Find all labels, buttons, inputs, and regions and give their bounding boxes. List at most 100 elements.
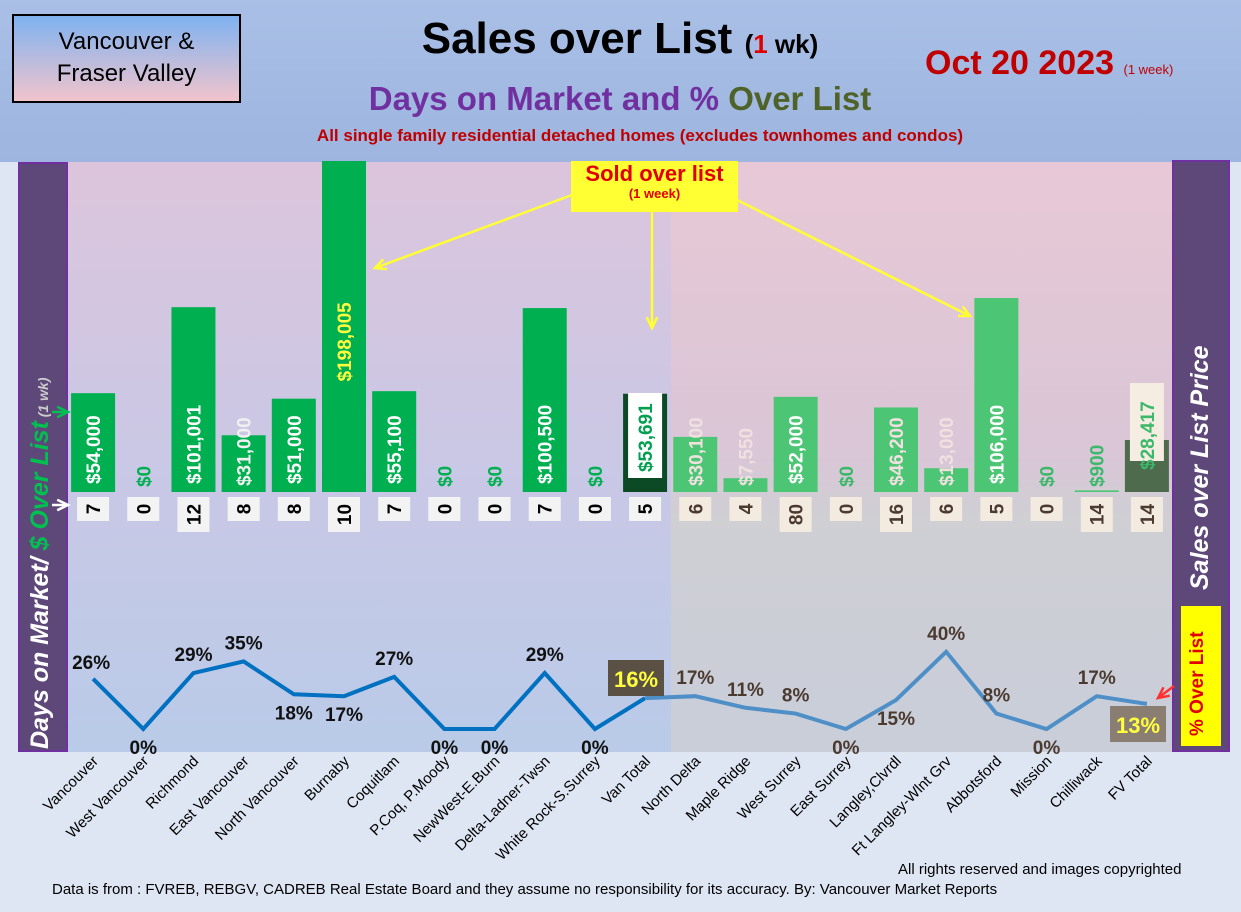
bar-value-label: $46,200 (887, 417, 908, 486)
bar-18 (974, 298, 1019, 492)
category-label: FV Total (1105, 753, 1156, 804)
money-axis-arrow-head (56, 405, 71, 419)
days-on-market-label: 4 (736, 503, 757, 514)
bar-12 (673, 436, 718, 492)
pct-label: 15% (877, 709, 915, 730)
bar-value-label: $53,691 (636, 403, 657, 472)
date: Oct 20 2023 (1 week) (925, 44, 1173, 83)
bar-value-label: $900 (1088, 445, 1109, 487)
pct-label: 17% (1078, 668, 1116, 689)
bar-value-label: $13,000 (937, 417, 958, 486)
bar-value-label: $0 (435, 466, 456, 487)
bar-value-label: $52,000 (787, 415, 808, 484)
pct-label: 29% (174, 645, 212, 666)
title-paren: ( (744, 29, 754, 59)
days-box-2 (177, 497, 210, 532)
pct-label: 16% (614, 667, 658, 692)
subtitle-b: Over List (728, 80, 872, 117)
title-text: Sales over List (421, 14, 733, 63)
bar-value-label: $7,550 (736, 428, 757, 486)
days-on-market-label: 7 (84, 504, 105, 515)
days-box-0 (77, 497, 110, 521)
pct-label: 27% (375, 649, 413, 670)
callout-box: Sold over list (1 week) (571, 161, 738, 212)
pct-label: 11% (727, 680, 764, 701)
days-on-market-label: 6 (686, 504, 707, 515)
days-on-market-label: 0 (837, 504, 858, 515)
days-box-16 (880, 497, 912, 532)
bar-13 (723, 478, 768, 492)
pct-label: 0% (832, 738, 860, 759)
bar-9 (522, 308, 567, 492)
left-axis-panel: Days on Market/ $ Over List (1 wk) (18, 162, 68, 752)
callout-note: (1 week) (628, 186, 681, 201)
pct-label: 0% (431, 738, 459, 759)
days-on-market-label: 8 (235, 504, 256, 515)
bar-value-label: $30,100 (686, 417, 707, 486)
category-label: NewWest-E.Burn (410, 753, 503, 846)
days-axis-arrow-head (56, 498, 71, 512)
pct-label: 26% (72, 653, 110, 674)
days-on-market-label: 12 (184, 504, 205, 525)
days-box-14 (779, 497, 812, 532)
category-label: Ft Langley-Wlnt Grv (849, 752, 956, 859)
pct-box-fv-total (1110, 706, 1166, 742)
days-box-5 (328, 497, 360, 532)
pct-label: 29% (526, 645, 564, 666)
bar-6 (372, 391, 417, 492)
pct-arrow (1157, 685, 1175, 699)
days-on-market-label: 0 (486, 504, 507, 515)
pct-label: 0% (581, 738, 609, 759)
bar-value-label: $31,000 (235, 417, 256, 486)
days-box-21 (1130, 497, 1163, 532)
days-box-1 (127, 497, 160, 521)
bar-20 (1074, 490, 1119, 492)
pct-label: 8% (782, 686, 810, 707)
days-on-market-label: 16 (887, 504, 908, 525)
category-label: Mission (1007, 753, 1055, 801)
days-on-market-label: 14 (1088, 504, 1109, 526)
days-on-market-label: 5 (636, 503, 657, 514)
days-on-market-label: 5 (987, 503, 1008, 514)
bar-value-label: $0 (134, 466, 155, 487)
callout-arrow-burnaby (374, 193, 573, 270)
days-box-15 (829, 497, 862, 521)
pct-label: 17% (676, 668, 714, 689)
category-label: Burnaby (301, 752, 353, 804)
bar-label-bg-11 (628, 393, 663, 478)
days-on-market-label: 14 (1138, 504, 1159, 526)
days-on-market-label: 0 (435, 504, 456, 515)
days-box-17 (930, 497, 963, 521)
days-on-market-label: 0 (586, 504, 607, 515)
bar-value-label: $54,000 (84, 415, 105, 484)
days-on-market-label: 7 (536, 504, 557, 515)
days-box-9 (528, 497, 561, 521)
bar-4 (271, 398, 316, 492)
bar-value-label: $101,001 (184, 404, 205, 484)
bar-value-label: $106,000 (987, 405, 1008, 484)
date-note: (1 week) (1123, 62, 1174, 77)
callout-arrow-abbotsford-head (957, 305, 973, 318)
bar-value-label: $100,500 (536, 405, 557, 484)
bar-17 (924, 468, 969, 492)
callout-title: Sold over list (585, 161, 724, 186)
pct-label: 8% (983, 686, 1011, 707)
days-box-8 (478, 497, 511, 521)
days-box-10 (578, 497, 611, 521)
source-note: Data is from : FVREB, REBGV, CADREB Real… (52, 881, 998, 898)
subtitle-a: Days on Market and % (368, 80, 729, 117)
days-on-market-label: 0 (1038, 504, 1059, 515)
category-label: Chilliwack (1046, 752, 1106, 812)
days-on-market-label: 0 (134, 504, 155, 515)
days-on-market-label: 7 (385, 504, 406, 515)
bar-value-label: $55,100 (385, 415, 406, 484)
line-van (91, 659, 647, 732)
pct-over-list-box: % Over List (1181, 606, 1221, 746)
pct-label: 0% (481, 738, 509, 759)
bar-value-label: $198,005 (335, 302, 356, 382)
days-box-6 (378, 497, 411, 521)
copyright-note: All rights reserved and images copyright… (898, 861, 1182, 878)
pct-label: 35% (225, 633, 263, 654)
plot-area-fv (671, 162, 1172, 752)
bar-value-label: $51,000 (285, 415, 306, 484)
